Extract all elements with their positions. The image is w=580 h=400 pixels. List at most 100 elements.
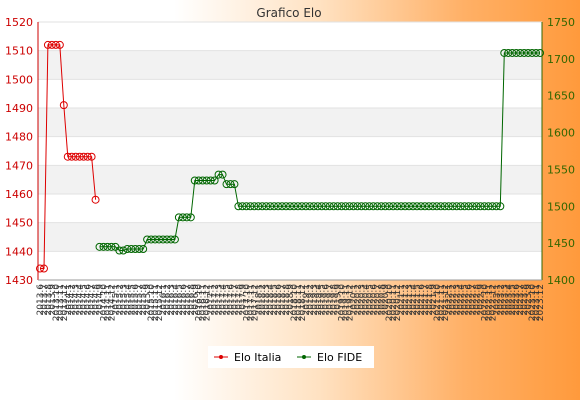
- y-tick-right-label: 1750: [547, 16, 575, 29]
- x-tick-label: 2019.1: [302, 284, 312, 316]
- data-point: [472, 202, 481, 211]
- x-tick-label: 2023.3: [500, 284, 510, 316]
- x-tick-label: 2013.8: [44, 284, 54, 316]
- data-point: [496, 202, 505, 211]
- data-point: [532, 48, 541, 57]
- x-tick-label: 2021.11: [437, 284, 447, 321]
- x-tick-label: 2019.10: [338, 284, 348, 321]
- grid-band: [38, 165, 542, 194]
- data-point: [135, 245, 144, 254]
- legend: Elo Italia Elo FIDE: [208, 346, 374, 368]
- x-tick-label: 2023.11: [532, 284, 542, 321]
- data-point: [36, 264, 44, 273]
- x-tick-label: 2023.8: [520, 284, 530, 316]
- x-tick-label: 2021.4: [409, 284, 419, 316]
- x-tick-label: 2018.5: [270, 284, 280, 316]
- data-point: [202, 176, 211, 185]
- y-tick-left-label: 1510: [5, 45, 33, 58]
- x-tick-label: 2013.12: [60, 284, 70, 321]
- data-point: [293, 202, 302, 211]
- data-point: [385, 202, 394, 211]
- data-point: [99, 242, 108, 251]
- x-tick-label: 2013.6: [36, 284, 46, 316]
- data-point: [242, 202, 251, 211]
- x-tick-label: 2020.3: [357, 284, 367, 316]
- data-point: [139, 245, 148, 254]
- y-tick-right-label: 1700: [547, 53, 575, 66]
- data-point: [194, 176, 203, 185]
- data-point: [147, 235, 156, 244]
- data-point: [353, 202, 362, 211]
- x-tick-label: 2022.4: [457, 284, 467, 316]
- data-point: [432, 202, 441, 211]
- data-point: [262, 202, 271, 211]
- data-point: [166, 235, 175, 244]
- x-tick-label: 2019.3: [310, 284, 320, 316]
- x-tick-label: 2015.7: [135, 284, 145, 316]
- data-point: [456, 202, 465, 211]
- data-point: [83, 152, 92, 161]
- x-tick-label: 2017.6: [226, 284, 236, 316]
- x-tick-label: 2022.6: [465, 284, 475, 316]
- data-point: [444, 202, 453, 211]
- x-tick-label: 2014.7: [88, 284, 98, 316]
- x-tick-label: 2022.5: [461, 284, 471, 316]
- x-tick-label: 2017.1: [207, 284, 217, 316]
- x-tick-label: 2014.12: [107, 284, 117, 321]
- x-tick-label: 2022.12: [488, 284, 498, 321]
- y-tick-left-label: 1520: [5, 16, 33, 29]
- x-tick-label: 2014.8: [92, 284, 102, 316]
- x-tick-label: 2023.9: [524, 284, 534, 316]
- data-point: [365, 202, 374, 211]
- y-tick-right-label: 1650: [547, 90, 575, 103]
- data-point: [337, 202, 346, 211]
- x-tick-label: 2020.4: [361, 284, 371, 316]
- data-point: [282, 202, 291, 211]
- x-tick-label: 2018.12: [298, 284, 308, 321]
- data-point: [43, 40, 52, 49]
- x-tick-label: 2020.5: [365, 284, 375, 316]
- x-tick-label: 2013.11: [56, 284, 66, 321]
- y-axis-right: 1400 1450 1500 1550 1600 1650 1700 1750: [547, 16, 575, 287]
- data-point: [238, 202, 247, 211]
- data-point: [182, 213, 191, 222]
- x-tick-label: 2020.9: [381, 284, 391, 316]
- data-point: [420, 202, 429, 211]
- x-tick-label: 2015.3: [119, 284, 129, 316]
- data-point: [325, 202, 334, 211]
- y-tick-right-label: 1600: [547, 127, 575, 140]
- series-line: [99, 52, 540, 251]
- x-tick-label: 2015.11: [151, 284, 161, 321]
- x-tick-label: 2017.4: [219, 284, 229, 316]
- x-tick-label: 2015.6: [131, 284, 141, 316]
- x-tick-label: 2020.10: [385, 284, 395, 321]
- x-tick-label: 2016.9: [191, 284, 201, 316]
- x-tick-label: 2023.2: [496, 284, 506, 316]
- legend-item: Elo FIDE: [297, 351, 362, 364]
- data-point: [309, 202, 318, 211]
- x-tick-label: 2016.8: [187, 284, 197, 316]
- y-tick-left-label: 1470: [5, 159, 33, 172]
- data-point: [512, 48, 521, 57]
- data-point: [286, 202, 294, 211]
- x-tick-label: 2020.8: [377, 284, 387, 316]
- data-point: [159, 235, 168, 244]
- data-point: [39, 264, 48, 273]
- y-tick-left-label: 1480: [5, 131, 33, 144]
- series-elo-fide: [95, 48, 544, 255]
- data-point: [409, 202, 418, 211]
- data-point: [75, 152, 84, 161]
- grid: [38, 21, 542, 281]
- x-tick-label: 2017.10: [242, 284, 252, 321]
- x-tick-label: 2016.7: [183, 284, 193, 316]
- x-tick-label: 2022.9: [476, 284, 486, 316]
- x-tick-label: 2022.3: [453, 284, 463, 316]
- legend-marker: [219, 355, 223, 359]
- y-tick-left-label: 1440: [5, 245, 33, 258]
- data-point: [436, 202, 445, 211]
- data-point: [464, 202, 473, 211]
- data-point: [63, 152, 72, 161]
- series: [36, 40, 544, 273]
- x-tick-label: 2020.12: [393, 284, 403, 321]
- data-point: [151, 235, 160, 244]
